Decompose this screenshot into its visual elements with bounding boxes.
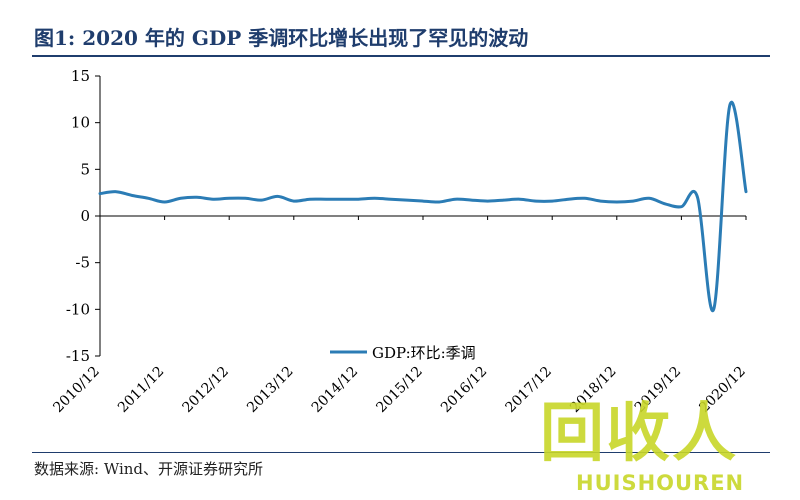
x-tick-label: 2013/12 bbox=[244, 364, 296, 416]
data-point bbox=[567, 198, 570, 200]
data-point bbox=[341, 198, 343, 200]
data-point bbox=[503, 199, 505, 201]
data-point bbox=[422, 200, 424, 202]
y-tick-label: 15 bbox=[71, 67, 90, 85]
data-point bbox=[696, 196, 699, 198]
series-line bbox=[98, 100, 748, 313]
data-point bbox=[196, 196, 198, 198]
data-point bbox=[438, 201, 440, 203]
legend: GDP:环比:季调 bbox=[330, 344, 476, 362]
data-point bbox=[374, 197, 376, 199]
title-divider bbox=[32, 55, 770, 57]
data-point bbox=[745, 191, 747, 193]
x-tick-label: 2015/12 bbox=[373, 364, 425, 416]
data-point bbox=[260, 199, 263, 201]
x-tick-label: 2011/12 bbox=[115, 364, 167, 416]
data-point bbox=[309, 198, 311, 200]
y-tick-label: -5 bbox=[75, 254, 90, 272]
data-point bbox=[115, 191, 117, 193]
data-point bbox=[293, 200, 295, 202]
data-point bbox=[664, 203, 666, 205]
watermark: 回收人 HUISHOUREN bbox=[540, 395, 780, 500]
x-tick-label: 2014/12 bbox=[309, 364, 361, 416]
y-tick-label: -10 bbox=[66, 300, 90, 318]
data-point bbox=[147, 197, 149, 199]
data-point bbox=[600, 200, 602, 202]
x-tick-label: 2016/12 bbox=[438, 364, 490, 416]
data-point bbox=[277, 195, 279, 197]
data-point bbox=[357, 198, 359, 200]
x-axis: 2010/12 2011/12 2012/12 2013/12 2014/12 2015/… bbox=[50, 215, 749, 416]
data-point bbox=[180, 197, 182, 199]
data-point bbox=[487, 200, 489, 202]
data-point bbox=[454, 198, 456, 200]
data-point bbox=[99, 193, 101, 195]
data-point bbox=[551, 200, 553, 202]
data-point bbox=[729, 104, 731, 106]
data-point bbox=[470, 199, 472, 201]
x-tick-label: 2010/12 bbox=[50, 364, 102, 416]
data-point bbox=[390, 198, 392, 200]
data-point bbox=[713, 308, 715, 310]
data-point bbox=[406, 199, 408, 201]
y-axis: 15 10 5 0 -5 -10 -15 bbox=[66, 67, 101, 365]
series-group bbox=[98, 100, 748, 313]
data-point bbox=[583, 197, 586, 199]
y-tick-label: -15 bbox=[66, 347, 90, 365]
line-chart: 15 10 5 0 -5 -10 -15 2010/12 2011/12 2012/12 2013… bbox=[50, 67, 749, 416]
y-tick-label: 0 bbox=[80, 207, 90, 225]
data-point bbox=[228, 197, 230, 199]
data-point bbox=[535, 200, 537, 202]
y-tick-label: 5 bbox=[80, 160, 90, 178]
data-point bbox=[632, 200, 634, 202]
chart-title: 图1: 2020 年的 GDP 季调环比增长出现了罕见的波动 bbox=[34, 26, 529, 50]
legend-label: GDP:环比:季调 bbox=[372, 344, 476, 362]
data-point bbox=[164, 201, 166, 203]
data-point bbox=[244, 197, 246, 199]
data-point bbox=[131, 194, 133, 197]
watermark-text: HUISHOUREN bbox=[576, 471, 745, 495]
data-point bbox=[680, 206, 683, 208]
data-point bbox=[616, 201, 618, 203]
y-tick-label: 10 bbox=[71, 114, 90, 132]
data-point bbox=[212, 198, 214, 200]
data-point bbox=[519, 198, 521, 200]
watermark-logo: 回收人 bbox=[540, 397, 738, 471]
data-point bbox=[648, 197, 650, 199]
x-tick-label: 2012/12 bbox=[180, 364, 232, 416]
source-note: 数据来源: Wind、开源证券研究所 bbox=[34, 460, 264, 478]
data-point bbox=[325, 198, 327, 200]
footer-divider bbox=[32, 452, 770, 453]
